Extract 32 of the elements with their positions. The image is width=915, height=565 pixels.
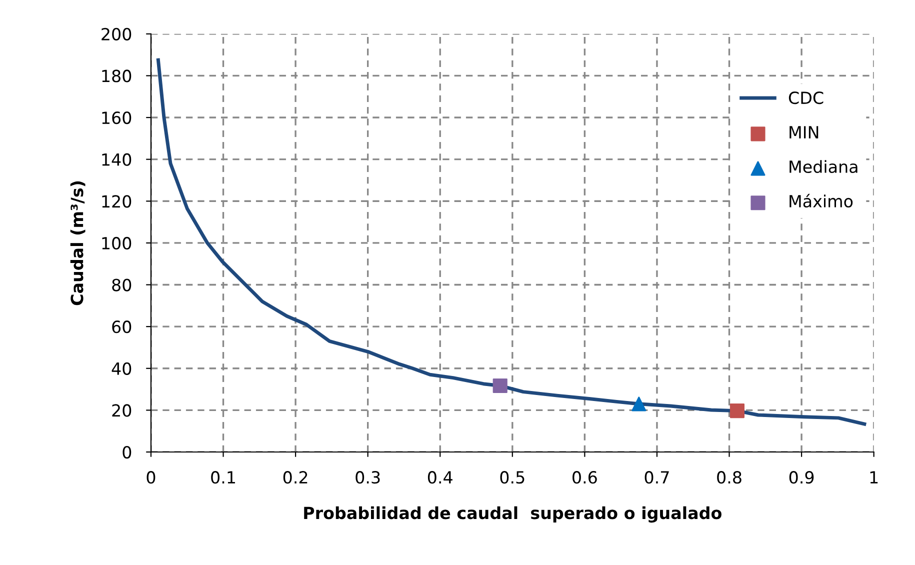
legend-label: CDC bbox=[788, 92, 824, 104]
x-tick-label: 0 bbox=[146, 471, 156, 484]
legend-label: MIN bbox=[790, 126, 818, 138]
point bbox=[730, 404, 744, 418]
line-series bbox=[156, 58, 866, 426]
legend-label: Mediana bbox=[790, 160, 858, 174]
x-tick-label: 0.6 bbox=[572, 471, 597, 484]
point bbox=[492, 378, 508, 394]
y-tick-label: 20 bbox=[112, 404, 132, 417]
point bbox=[632, 396, 646, 412]
y-tick-label: 0 bbox=[122, 446, 132, 459]
y-tick-label: 100 bbox=[102, 236, 132, 250]
x-tick-label: 0.2 bbox=[283, 471, 308, 484]
x-tick-label: 0.4 bbox=[428, 471, 452, 484]
y-tick-label: 180 bbox=[102, 70, 132, 82]
y-tick-label: 60 bbox=[112, 320, 132, 334]
y-axis-title: Caudal (m³/s) bbox=[70, 181, 86, 306]
x-tick-label: 0.1 bbox=[211, 471, 235, 484]
y-tick-label: 160 bbox=[102, 111, 132, 124]
x-tick-label: 0.5 bbox=[500, 471, 524, 484]
x-tick-label: 0.3 bbox=[356, 471, 380, 484]
x-tick-label: 0.9 bbox=[789, 471, 814, 484]
y-tick-label: 120 bbox=[102, 195, 132, 208]
x-tick-label: 1 bbox=[870, 471, 878, 484]
y-tick-label: 140 bbox=[102, 153, 132, 166]
x-axis-title: Probabilidad de caudal superado o igualado bbox=[304, 506, 722, 523]
x-tick-label: 0.8 bbox=[717, 471, 742, 484]
y-tick-label: 200 bbox=[102, 28, 132, 40]
legend-label: Máximo bbox=[790, 194, 853, 208]
y-tick-label: 80 bbox=[112, 278, 132, 292]
x-tick-label: 0.7 bbox=[644, 471, 669, 484]
y-tick-label: 40 bbox=[112, 362, 132, 375]
